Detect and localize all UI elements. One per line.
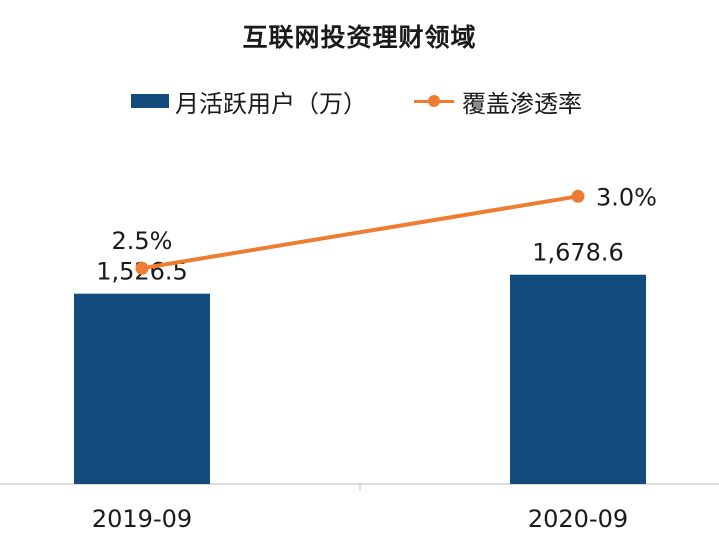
line-point	[571, 189, 585, 203]
legend-bar-swatch	[131, 94, 169, 108]
chart-title: 互联网投资理财领域	[242, 23, 477, 52]
legend-label-penetration: 覆盖渗透率	[462, 89, 582, 118]
legend-item-active-users: 月活跃用户（万）	[131, 84, 367, 118]
legend-item-penetration: 覆盖渗透率	[414, 84, 582, 118]
bar-2020-09	[510, 274, 646, 484]
line-value-label: 2.5%	[112, 227, 173, 255]
bar-2019-09	[74, 293, 210, 484]
bar-value-label: 1,678.6	[532, 239, 624, 267]
legend-line-swatch	[414, 94, 454, 108]
line-penetration	[140, 194, 580, 271]
legend: 月活跃用户（万） 覆盖渗透率	[0, 84, 719, 118]
legend-label-active-users: 月活跃用户（万）	[175, 89, 367, 118]
line-value-label: 3.0%	[596, 183, 657, 211]
x-tick-label: 2020-09	[528, 505, 628, 533]
line-point	[135, 261, 149, 275]
legend-line-marker	[428, 95, 440, 107]
x-tick-label: 2019-09	[92, 505, 192, 533]
